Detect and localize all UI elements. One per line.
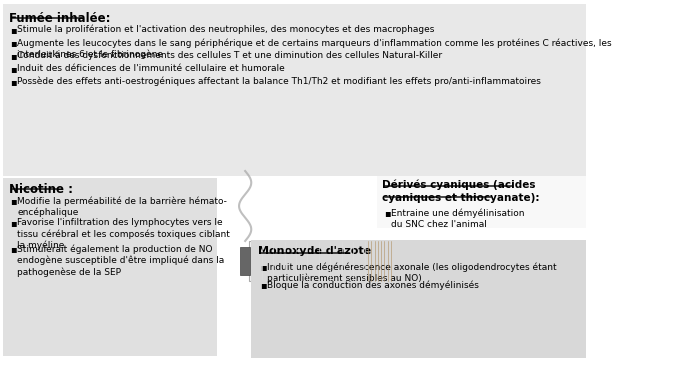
FancyBboxPatch shape	[251, 240, 586, 358]
Text: ▪: ▪	[10, 25, 17, 35]
Text: Entraine une démyélinisation
du SNC chez l'animal: Entraine une démyélinisation du SNC chez…	[391, 208, 525, 229]
Text: Dérivés cyaniques (acides
cyaniques et thiocyanate):: Dérivés cyaniques (acides cyaniques et t…	[382, 179, 539, 203]
FancyBboxPatch shape	[3, 4, 586, 176]
Text: Conduit à des dysfonctionnements des cellules T et une diminution des cellules N: Conduit à des dysfonctionnements des cel…	[18, 51, 443, 60]
FancyBboxPatch shape	[368, 241, 393, 281]
FancyBboxPatch shape	[249, 241, 368, 281]
Text: ▪: ▪	[10, 244, 17, 254]
Text: ▪: ▪	[260, 262, 266, 272]
Text: Bloque la conduction des axones démyélinisés: Bloque la conduction des axones démyélin…	[267, 280, 479, 290]
Text: ▪: ▪	[10, 38, 17, 48]
Text: Augmente les leucocytes dans le sang périphérique et de certains marqueurs d'inf: Augmente les leucocytes dans le sang pér…	[18, 38, 612, 59]
Text: Induit une dégénérescence axonale (les oligodendrocytes étant
particulièrement s: Induit une dégénérescence axonale (les o…	[267, 262, 556, 283]
Text: Monoxyde d'azote: Monoxyde d'azote	[258, 246, 371, 256]
Text: ▪: ▪	[260, 280, 266, 290]
FancyBboxPatch shape	[240, 247, 250, 275]
Text: Stimule la prolifération et l'activation des neutrophiles, des monocytes et des : Stimule la prolifération et l'activation…	[18, 25, 435, 35]
Text: Fumée inhalée:: Fumée inhalée:	[9, 12, 110, 25]
Text: ▪: ▪	[10, 77, 17, 87]
Text: Stimulerait également la production de NO
endogène susceptible d'être impliqué d: Stimulerait également la production de N…	[18, 244, 224, 277]
FancyBboxPatch shape	[3, 178, 217, 356]
FancyBboxPatch shape	[377, 176, 586, 228]
Text: Possède des effets anti-oestrogéniques affectant la balance Th1/Th2 et modifiant: Possède des effets anti-oestrogéniques a…	[18, 77, 541, 86]
Text: ▪: ▪	[384, 208, 391, 218]
Text: Nicotine :: Nicotine :	[9, 183, 73, 196]
Text: Favorise l'infiltration des lymphocytes vers le
tissu cérébral et les composés t: Favorise l'infiltration des lymphocytes …	[18, 218, 231, 250]
Text: ▪: ▪	[10, 51, 17, 61]
Text: ▪: ▪	[10, 218, 17, 228]
Text: ▪: ▪	[10, 64, 17, 74]
Text: Induit des déficiences de l'immunité cellulaire et humorale: Induit des déficiences de l'immunité cel…	[18, 64, 285, 73]
Text: Modifie la perméabilité de la barrière hémato-
encéphalique: Modifie la perméabilité de la barrière h…	[18, 196, 227, 217]
Text: ▪: ▪	[10, 196, 17, 206]
